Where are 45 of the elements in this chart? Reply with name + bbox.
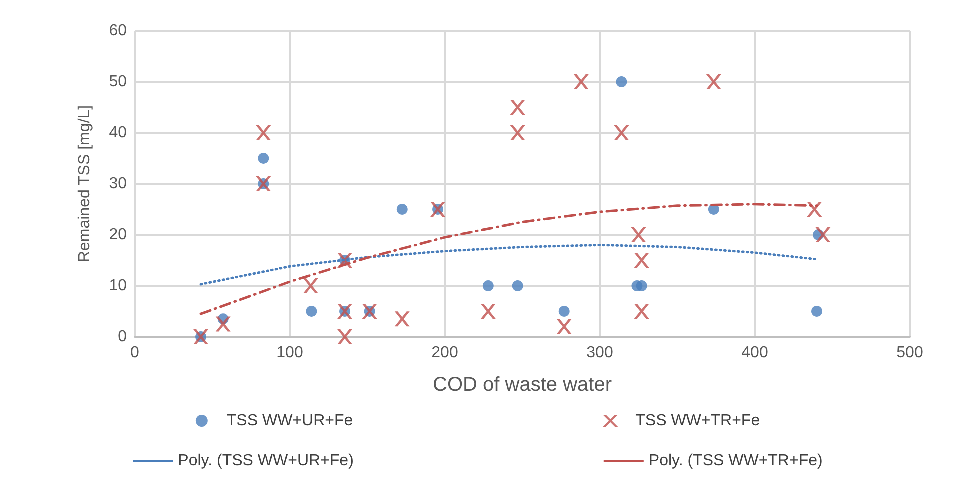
point [510,126,526,140]
y-tick-label: 50 [109,74,128,90]
legend-label: TSS WW+UR+Fe [226,412,354,430]
y-tick-label: 40 [109,124,128,142]
point [556,319,572,334]
y-axis-title: Remained TSS [mg/L] [76,105,94,263]
x-tick-label: 100 [276,344,304,362]
legend-label: TSS WW+TR+Fe [636,412,760,430]
x-tick-label: 400 [742,344,768,362]
point [256,126,272,140]
point [394,312,410,327]
point [512,280,524,292]
point [631,228,646,242]
x-tick-label: 500 [896,344,924,362]
x-tick-label: 300 [586,344,614,362]
y-tick-label: 30 [109,176,128,192]
point [636,280,648,292]
point [306,306,318,317]
point [510,100,526,115]
point [482,280,494,292]
x-axis-title: COD of waste water [433,374,612,396]
point [634,253,650,268]
x-tick-label: 200 [432,344,458,362]
y-tick-label: 10 [109,278,128,294]
x-tick-label: 0 [130,344,140,362]
point [558,306,570,317]
point [706,74,722,90]
y-tick-label: 0 [118,328,128,346]
point [396,204,408,215]
point [574,74,589,90]
point [816,228,831,242]
point [634,304,650,319]
point [812,306,822,317]
y-tick-label: 60 [109,22,128,40]
legend-label: Poly. (TSS WW+TR+Fe) [648,452,823,470]
point [338,330,353,344]
point [480,304,496,319]
point [216,316,231,332]
point [616,76,628,88]
y-tick-label: 20 [109,226,128,244]
point [303,278,318,294]
point [614,126,630,140]
legend-label: Poly. (TSS WW+UR+Fe) [178,452,354,470]
line-series [200,244,818,286]
point [258,153,270,164]
